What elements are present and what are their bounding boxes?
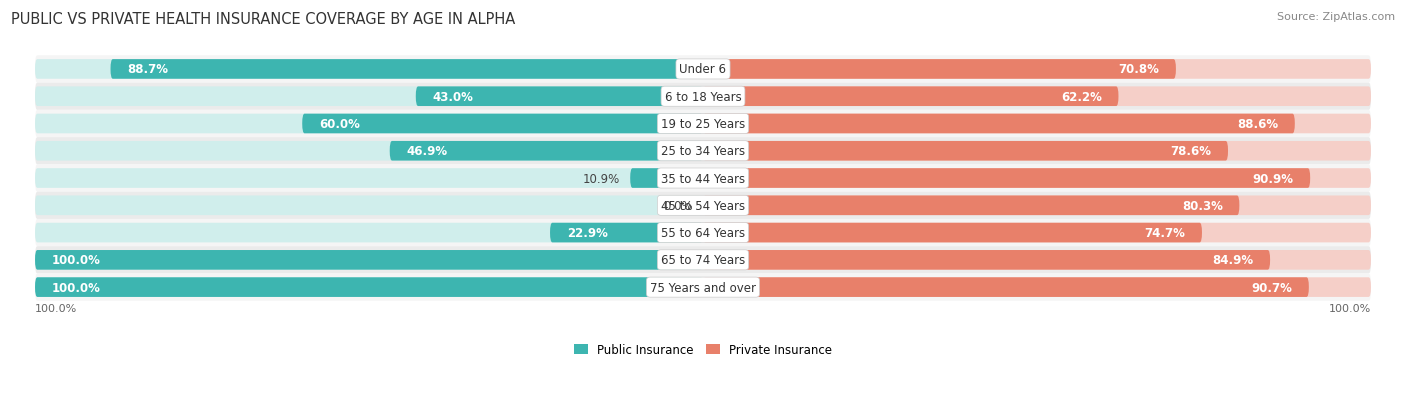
FancyBboxPatch shape <box>703 223 1202 243</box>
Text: 6 to 18 Years: 6 to 18 Years <box>665 90 741 104</box>
Text: 90.7%: 90.7% <box>1251 281 1292 294</box>
FancyBboxPatch shape <box>35 114 703 134</box>
FancyBboxPatch shape <box>35 223 703 243</box>
FancyBboxPatch shape <box>35 60 703 80</box>
FancyBboxPatch shape <box>703 114 1295 134</box>
FancyBboxPatch shape <box>703 196 1239 216</box>
FancyBboxPatch shape <box>35 219 1371 247</box>
FancyBboxPatch shape <box>35 192 1371 219</box>
Text: 60.0%: 60.0% <box>319 118 360 131</box>
FancyBboxPatch shape <box>35 169 703 188</box>
Text: 100.0%: 100.0% <box>1329 303 1371 313</box>
FancyBboxPatch shape <box>35 196 703 216</box>
Text: 88.6%: 88.6% <box>1237 118 1278 131</box>
FancyBboxPatch shape <box>703 87 1371 107</box>
FancyBboxPatch shape <box>416 87 703 107</box>
FancyBboxPatch shape <box>35 250 703 270</box>
Text: 80.3%: 80.3% <box>1182 199 1223 212</box>
Text: 75 Years and over: 75 Years and over <box>650 281 756 294</box>
Text: 70.8%: 70.8% <box>1118 63 1159 76</box>
Text: Under 6: Under 6 <box>679 63 727 76</box>
FancyBboxPatch shape <box>703 60 1175 80</box>
FancyBboxPatch shape <box>703 196 1371 216</box>
Text: 78.6%: 78.6% <box>1170 145 1212 158</box>
Text: 84.9%: 84.9% <box>1212 254 1253 267</box>
Text: Source: ZipAtlas.com: Source: ZipAtlas.com <box>1277 12 1395 22</box>
FancyBboxPatch shape <box>111 60 703 80</box>
FancyBboxPatch shape <box>703 114 1371 134</box>
Text: 74.7%: 74.7% <box>1144 226 1185 240</box>
FancyBboxPatch shape <box>35 138 1371 165</box>
Text: 90.9%: 90.9% <box>1253 172 1294 185</box>
FancyBboxPatch shape <box>703 278 1371 297</box>
Text: 22.9%: 22.9% <box>567 226 607 240</box>
FancyBboxPatch shape <box>35 83 1371 111</box>
FancyBboxPatch shape <box>389 142 703 161</box>
FancyBboxPatch shape <box>35 87 703 107</box>
FancyBboxPatch shape <box>703 142 1227 161</box>
FancyBboxPatch shape <box>35 278 703 297</box>
Text: 46.9%: 46.9% <box>406 145 447 158</box>
Text: 88.7%: 88.7% <box>127 63 169 76</box>
FancyBboxPatch shape <box>35 142 703 161</box>
FancyBboxPatch shape <box>630 169 703 188</box>
FancyBboxPatch shape <box>35 250 703 270</box>
FancyBboxPatch shape <box>703 60 1371 80</box>
Legend: Public Insurance, Private Insurance: Public Insurance, Private Insurance <box>569 338 837 361</box>
Text: 100.0%: 100.0% <box>35 303 77 313</box>
FancyBboxPatch shape <box>35 247 1371 274</box>
FancyBboxPatch shape <box>550 223 703 243</box>
Text: 100.0%: 100.0% <box>52 254 101 267</box>
Text: 10.9%: 10.9% <box>583 172 620 185</box>
Text: 100.0%: 100.0% <box>52 281 101 294</box>
FancyBboxPatch shape <box>703 250 1371 270</box>
FancyBboxPatch shape <box>35 278 703 297</box>
Text: 55 to 64 Years: 55 to 64 Years <box>661 226 745 240</box>
FancyBboxPatch shape <box>703 250 1270 270</box>
FancyBboxPatch shape <box>703 223 1371 243</box>
Text: PUBLIC VS PRIVATE HEALTH INSURANCE COVERAGE BY AGE IN ALPHA: PUBLIC VS PRIVATE HEALTH INSURANCE COVER… <box>11 12 516 27</box>
Text: 43.0%: 43.0% <box>433 90 474 104</box>
FancyBboxPatch shape <box>35 111 1371 138</box>
FancyBboxPatch shape <box>703 278 1309 297</box>
Text: 25 to 34 Years: 25 to 34 Years <box>661 145 745 158</box>
Text: 62.2%: 62.2% <box>1062 90 1102 104</box>
FancyBboxPatch shape <box>35 56 1371 83</box>
Text: 45 to 54 Years: 45 to 54 Years <box>661 199 745 212</box>
FancyBboxPatch shape <box>703 87 1118 107</box>
FancyBboxPatch shape <box>703 142 1371 161</box>
FancyBboxPatch shape <box>302 114 703 134</box>
FancyBboxPatch shape <box>35 165 1371 192</box>
Text: 19 to 25 Years: 19 to 25 Years <box>661 118 745 131</box>
FancyBboxPatch shape <box>703 169 1310 188</box>
Text: 0.0%: 0.0% <box>664 199 693 212</box>
Text: 65 to 74 Years: 65 to 74 Years <box>661 254 745 267</box>
FancyBboxPatch shape <box>35 274 1371 301</box>
Text: 35 to 44 Years: 35 to 44 Years <box>661 172 745 185</box>
FancyBboxPatch shape <box>703 169 1371 188</box>
